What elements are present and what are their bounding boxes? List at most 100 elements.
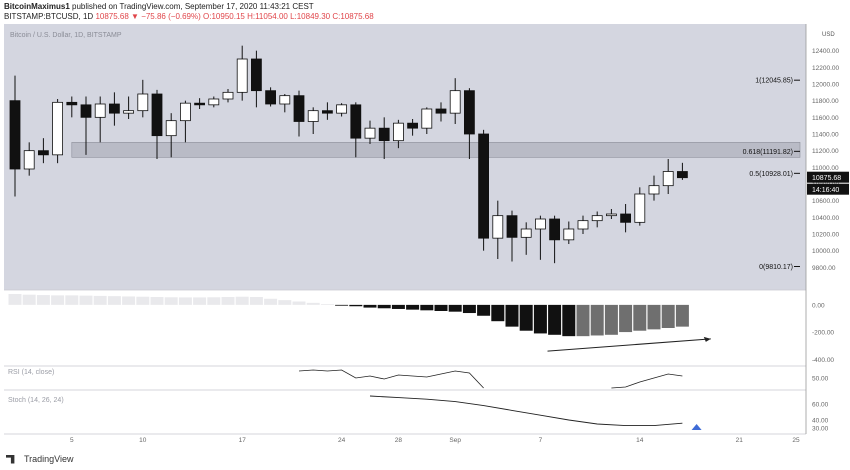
rsi-pane[interactable]: RSI (14, close) (4, 366, 806, 390)
momentum-bar (619, 304, 633, 333)
candle-body (662, 171, 674, 187)
rsi-pane-background (4, 366, 806, 390)
price-tick-label: 11000.00 (812, 165, 839, 172)
chart-header: BitcoinMaximus1 published on TradingView… (0, 0, 850, 24)
tradingview-logo-icon (6, 454, 15, 464)
candle-body (591, 215, 603, 222)
stoch-tick-label: 60.00 (812, 402, 829, 409)
momentum-bar (207, 297, 221, 305)
stoch-k-line (369, 395, 683, 427)
price-tick-label: 11600.00 (812, 115, 839, 122)
candle-body (250, 58, 262, 92)
candle-body (634, 193, 646, 223)
rsi-line (611, 373, 683, 389)
time-axis[interactable]: 5 10 17 24 28 Sep 7 14 21 25 (70, 437, 800, 444)
candle-body (66, 101, 78, 106)
momentum-bar (292, 301, 306, 305)
momentum-bar (79, 295, 93, 305)
price-pane[interactable]: Bitcoin / U.S. Dollar, 1D, BITSTAMP 1(12… (4, 24, 806, 290)
momentum-bar (193, 297, 207, 305)
price-tick-label: 12200.00 (812, 65, 839, 72)
momentum-bar (122, 296, 136, 305)
stoch-pane-background (4, 390, 806, 434)
momentum-bars (8, 294, 689, 337)
last-price-tag-label: 10875.68 (812, 175, 841, 182)
candle-body (364, 127, 376, 139)
price-tick-label: 12400.00 (812, 48, 839, 55)
date-tick-label: 10 (139, 437, 147, 444)
momentum-bar (661, 304, 675, 328)
up-arrow-marker (691, 424, 702, 430)
candle-body (222, 91, 234, 100)
candle-body (23, 150, 35, 170)
price-tick-label: 10400.00 (812, 215, 839, 222)
momentum-bar (519, 304, 533, 331)
last-price-tag (807, 171, 849, 183)
momentum-bar (491, 304, 505, 322)
momentum-bar (406, 304, 420, 310)
countdown-tag-label: 14:16:40 (812, 187, 839, 194)
candle-body (677, 171, 688, 179)
momentum-bar (335, 304, 349, 306)
fib-level-label: 1(12045.85) (755, 78, 793, 85)
date-tick-label: 14 (636, 437, 644, 444)
candle-body (577, 220, 589, 230)
candle-body (435, 108, 447, 114)
price-change: ▼ −75.86 (−0.69%) (131, 12, 201, 21)
price-axis[interactable]: USD 9800.00 10000.00 10200.00 10400.00 10600… (807, 32, 849, 433)
momentum-bar (675, 304, 689, 327)
candle-body (321, 110, 333, 114)
candle-body (407, 122, 419, 129)
momentum-bar (576, 304, 590, 337)
momentum-bar (264, 298, 278, 305)
candle-body (378, 127, 390, 142)
candle-body (9, 100, 21, 170)
date-tick-label: 24 (338, 437, 346, 444)
candle-body (648, 185, 660, 195)
date-tick-label: 5 (70, 437, 74, 444)
brand-label[interactable]: TradingView (24, 454, 74, 464)
symbol-line: BITSTAMP:BTCUSD, 1D 10875.68 ▼ −75.86 (−… (4, 12, 374, 21)
resistance-zone[interactable] (71, 142, 801, 158)
rsi-legend: RSI (14, close) (8, 369, 54, 376)
momentum-bar (505, 304, 519, 327)
candle-body (179, 102, 191, 122)
candle-body (392, 122, 404, 142)
last-price: 10875.68 (95, 12, 129, 21)
date-tick-label: 7 (539, 437, 543, 444)
momentum-bar (548, 304, 562, 335)
price-tick-label: 10600.00 (812, 198, 839, 205)
candle-body (478, 133, 490, 239)
date-tick-label: 25 (792, 437, 800, 444)
stoch-pane[interactable]: Stoch (14, 26, 24) (4, 390, 806, 434)
candle-body (463, 90, 475, 135)
price-tick-label: 11800.00 (812, 98, 839, 105)
momentum-bar (633, 304, 647, 331)
momentum-trend-arrow (547, 338, 711, 352)
candles (9, 45, 688, 264)
momentum-bar (136, 296, 150, 305)
momentum-bar (349, 304, 363, 307)
fib-level-label: 0(9810.17) (759, 264, 793, 271)
publish-line: BitcoinMaximus1 published on TradingView… (4, 2, 314, 11)
momentum-bar (604, 304, 618, 335)
rsi-lines (298, 369, 683, 389)
momentum-bar (249, 296, 263, 305)
momentum-bar (434, 304, 448, 311)
author-name[interactable]: BitcoinMaximus1 (4, 2, 70, 11)
momentum-pane[interactable] (4, 290, 806, 366)
candle-body (123, 110, 134, 114)
rsi-tick-label: 50.00 (812, 376, 829, 383)
candle-body (520, 228, 532, 238)
candle-body (549, 218, 560, 241)
price-tick-label: 12000.00 (812, 82, 839, 89)
stoch-line (369, 395, 683, 427)
momentum-bar (320, 304, 334, 305)
candle-body (279, 95, 291, 105)
candle-body (165, 120, 177, 137)
momentum-bar (107, 296, 121, 305)
date-tick-label: 17 (239, 437, 247, 444)
price-tick-label: 10000.00 (812, 248, 839, 255)
chart-canvas[interactable]: Bitcoin / U.S. Dollar, 1D, BITSTAMP 1(12… (0, 24, 850, 454)
candle-body (563, 228, 575, 241)
